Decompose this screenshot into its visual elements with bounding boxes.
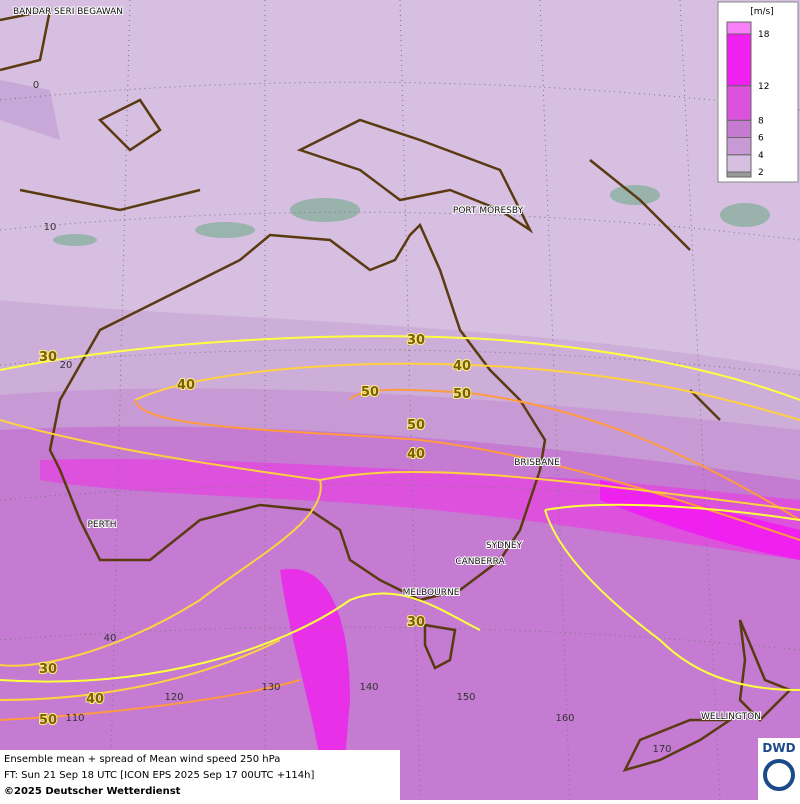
- grid-label: 150: [456, 692, 475, 703]
- contour-label: 30: [407, 333, 425, 348]
- grid-label: 20: [60, 360, 73, 371]
- contours: [0, 335, 800, 721]
- logo-icon: [763, 759, 795, 791]
- logo: DWD: [762, 741, 795, 755]
- contour-label: 50: [361, 385, 379, 400]
- footer-line: ©2025 Deutscher Wetterdienst: [4, 786, 181, 797]
- contour-label: 50: [39, 713, 57, 728]
- legend-unit: [m/s]: [750, 7, 774, 17]
- legend-swatch: [726, 119, 752, 138]
- grid-label: 130: [261, 682, 280, 693]
- grid-label: 110: [65, 713, 84, 724]
- legend-swatch: [726, 154, 752, 173]
- city-label: WELLINGTON: [701, 712, 761, 722]
- legend-swatch: [726, 171, 752, 178]
- grid-label: 10: [44, 222, 57, 233]
- contour-label: 30: [39, 662, 57, 677]
- footer-box: [0, 750, 400, 800]
- contour-label: 30: [407, 615, 425, 630]
- legend-label: 6: [758, 134, 764, 144]
- city-label: PERTH: [88, 520, 117, 530]
- contour-label: 50: [407, 418, 425, 433]
- city-label: MELBOURNE: [403, 588, 460, 598]
- band: [600, 480, 800, 560]
- legend-label: 18: [758, 30, 770, 40]
- contour-label: 40: [407, 447, 425, 462]
- legend-swatch: [726, 85, 752, 121]
- legend-label: 2: [758, 168, 764, 178]
- grid-label: 140: [359, 682, 378, 693]
- legend-label: 8: [758, 116, 764, 126]
- city-label: BANDAR SERI BEGAWAN: [13, 7, 123, 17]
- city-label: PORT MORESBY: [453, 206, 524, 216]
- contour-label: 40: [86, 692, 104, 707]
- low-wind: [53, 185, 770, 246]
- legend-swatch: [726, 33, 752, 87]
- legend-label: 4: [758, 151, 764, 161]
- legend-swatch: [726, 137, 752, 156]
- legend-swatch: [726, 21, 752, 35]
- contour-label: 40: [453, 359, 471, 374]
- footer-line: Ensemble mean + spread of Mean wind spee…: [4, 754, 280, 765]
- grid-label: 40: [104, 633, 117, 644]
- grid-label: 160: [555, 713, 574, 724]
- legend-label: 12: [758, 82, 769, 92]
- contour-label: 30: [39, 350, 57, 365]
- grid-label: 0: [33, 80, 39, 91]
- legend: [m/s] 2 4 6 8 12 18: [717, 1, 799, 183]
- contour-label: 40: [177, 378, 195, 393]
- grid-label: 170: [652, 744, 671, 755]
- band: [280, 568, 350, 760]
- grid-label: 120: [164, 692, 183, 703]
- contour-label: 50: [453, 387, 471, 402]
- band: [0, 80, 60, 140]
- city-label: CANBERRA: [455, 557, 505, 567]
- coastline: [0, 8, 793, 772]
- footer-line: FT: Sun 21 Sep 18 UTC [ICON EPS 2025 Sep…: [4, 770, 314, 781]
- city-label: SYDNEY: [486, 541, 523, 551]
- city-label: BRISBANE: [514, 458, 560, 468]
